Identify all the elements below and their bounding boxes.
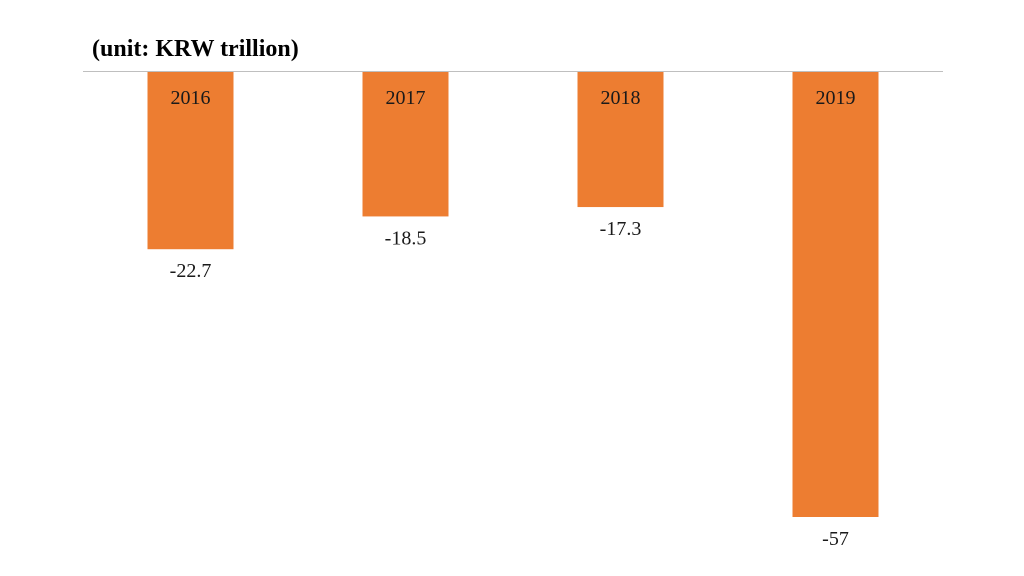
- value-label: -57: [822, 528, 849, 550]
- bar-2018: [577, 72, 664, 208]
- value-label: -18.5: [385, 227, 427, 249]
- bar-2019: [792, 72, 879, 517]
- category-label: 2018: [601, 87, 641, 109]
- category-label: 2019: [816, 87, 856, 109]
- value-label: -22.7: [170, 260, 212, 282]
- unit-label: (unit: KRW trillion): [92, 36, 299, 62]
- category-label: 2017: [386, 87, 426, 109]
- category-label: 2016: [171, 87, 211, 109]
- bar-2017: [362, 72, 449, 217]
- bar-2016: [147, 72, 234, 250]
- bars-layer: 2016 -22.7 2017 -18.5 2018 -17.3 2019 -57: [147, 72, 879, 550]
- value-label: -17.3: [600, 218, 642, 240]
